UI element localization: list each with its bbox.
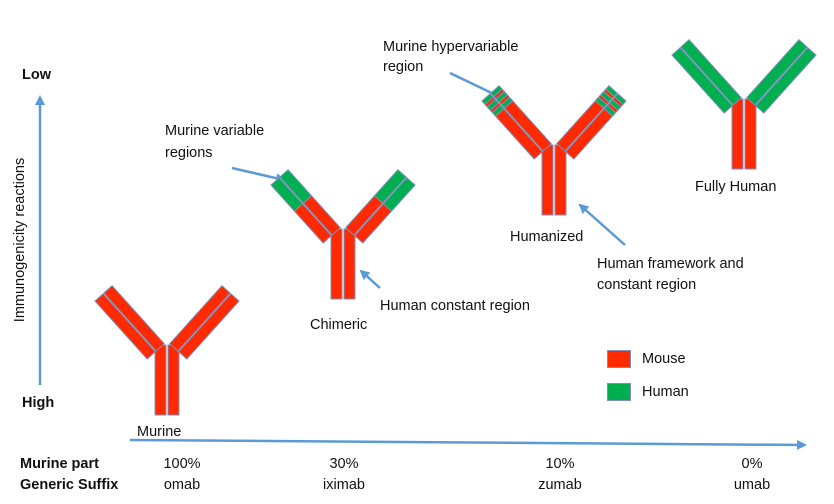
antibody-label-murine: Murine [137, 424, 182, 440]
mouse-segment [94, 293, 157, 360]
suffix-human: umab [733, 477, 771, 493]
mouse-segment [103, 284, 165, 352]
mouse-segment [564, 108, 614, 160]
legend-swatch-mouse [607, 350, 631, 368]
human-segment [671, 47, 734, 114]
murine-part-human: 0% [741, 456, 763, 472]
heavy-chain-stem [343, 228, 356, 300]
left-arm [94, 284, 165, 360]
left-arm [671, 38, 742, 114]
heavy-chain-stem [154, 344, 167, 416]
human-segment [754, 47, 817, 114]
x-axis-arrow [129, 438, 807, 450]
heavy-chain-stem [744, 98, 757, 170]
mouse-segment [345, 195, 384, 236]
callout-line: Murine hypervariable [383, 39, 519, 55]
callout-line: Murine variable [165, 123, 265, 139]
heavy-chain-stem [731, 98, 744, 170]
right-arm [345, 168, 416, 244]
heavy-chain-stem [541, 144, 554, 216]
left-arm [270, 168, 341, 244]
callout-arrow-framework [578, 203, 626, 246]
callout-murine-hypervariable: Murine hypervariable region [383, 38, 518, 76]
mouse-segment [302, 195, 341, 236]
antibody-label-chimeric: Chimeric [310, 317, 368, 333]
mouse-segment [293, 203, 333, 244]
suffix-chimeric: iximab [323, 477, 365, 493]
legend-label-human: Human [642, 384, 689, 400]
human-segment [746, 38, 808, 106]
callout-human-constant: Human constant region [380, 298, 530, 314]
antibody-label-humanized: Humanized [510, 229, 584, 245]
y-axis-title: Immunogenicity reactions [12, 157, 28, 323]
mouse-segment [503, 100, 552, 152]
right-arm [746, 38, 817, 114]
y-axis-low-label: Low [22, 67, 51, 83]
murine-part-murine: 100% [163, 456, 201, 472]
murine-part-humanized: 10% [545, 456, 575, 472]
left-arm [481, 84, 552, 160]
antibody-humanized [481, 84, 627, 216]
antibody-chimeric [270, 168, 416, 300]
antibody-label-fully-human: Fully Human [695, 179, 777, 195]
antibody-murine [94, 284, 240, 416]
row-label-murine-part: Murine part [20, 456, 99, 472]
heavy-chain-stem [167, 344, 180, 416]
mouse-segment [177, 293, 240, 360]
callout-line: region [383, 59, 424, 75]
antibody-human [671, 38, 817, 170]
legend-swatch-human [607, 383, 631, 401]
heavy-chain-stem [554, 144, 567, 216]
right-arm [556, 84, 627, 160]
mouse-segment [169, 284, 231, 352]
human-segment [680, 38, 742, 106]
y-axis-high-label: High [22, 395, 55, 411]
mouse-segment [494, 108, 544, 160]
callout-line: constant region [597, 277, 697, 293]
callout-arrow-variable [231, 166, 286, 184]
right-arm [169, 284, 240, 360]
murine-part-chimeric: 30% [329, 456, 359, 472]
callout-line: regions [165, 145, 213, 161]
legend-label-mouse: Mouse [642, 351, 686, 367]
mouse-segment [556, 100, 605, 152]
suffix-humanized: zumab [538, 477, 582, 493]
row-label-generic-suffix: Generic Suffix [20, 477, 119, 493]
heavy-chain-stem [330, 228, 343, 300]
callout-murine-variable: Murine variable regions [165, 122, 264, 162]
suffix-murine: omab [163, 477, 201, 493]
callout-arrow-constant [359, 269, 381, 289]
callout-human-framework: Human framework and constant region [597, 255, 744, 294]
callout-line: Human framework and [597, 256, 744, 272]
mouse-segment [353, 203, 393, 244]
